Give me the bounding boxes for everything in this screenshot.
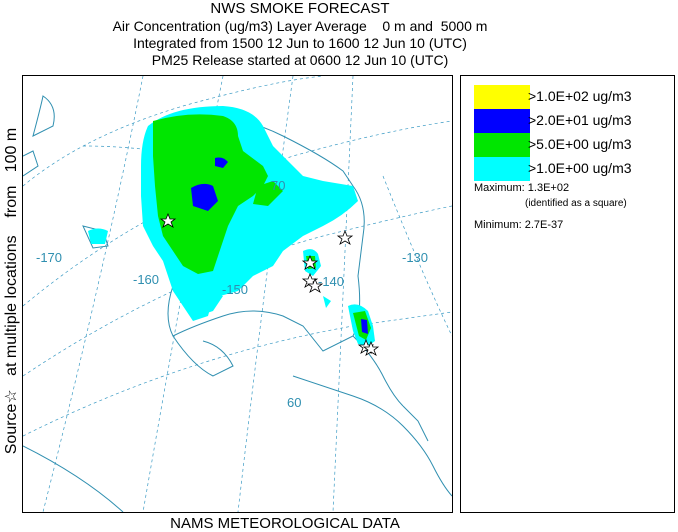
- source-marker: [301, 254, 319, 270]
- subtitle-concentration: Air Concentration (ug/m3) Layer Average …: [112, 18, 488, 34]
- lon-label-130: -130: [402, 250, 428, 265]
- lat-label-70: 70: [271, 178, 285, 193]
- footer-label: NAMS METEOROLOGICAL DATA: [170, 515, 400, 532]
- source-marker: [159, 212, 177, 228]
- source-marker: [336, 229, 354, 245]
- legend-label-4: >1.0E+00 ug/m3: [528, 160, 632, 176]
- legend-maximum: Maximum: 1.3E+02: [474, 182, 570, 194]
- legend-label-2: >2.0E+01 ug/m3: [528, 112, 632, 128]
- legend-swatch-blue: [474, 109, 530, 133]
- coordinate-labels: -170 -160 -150 -140 -130 70 60: [36, 178, 428, 410]
- lon-label-160: -160: [133, 272, 159, 287]
- subtitle-integration: Integrated from 1500 12 Jun to 1600 12 J…: [133, 35, 467, 51]
- legend-swatch-green: [474, 133, 530, 157]
- lon-label-170: -170: [36, 250, 62, 265]
- legend-label-3: >5.0E+00 ug/m3: [528, 136, 632, 152]
- legend-minimum: Minimum: 2.7E-37: [474, 219, 564, 231]
- legend-swatch-yellow: [474, 85, 530, 109]
- map-panel: -170 -160 -150 -140 -130 70 60: [22, 75, 453, 513]
- lon-label-140: -140: [318, 274, 344, 289]
- map-canvas: -170 -160 -150 -140 -130 70 60: [23, 76, 452, 512]
- source-markers: [159, 212, 380, 356]
- subtitle-release: PM25 Release started at 0600 12 Jun 10 (…: [151, 52, 449, 68]
- lon-label-150: -150: [222, 282, 248, 297]
- legend-swatch-cyan: [474, 157, 530, 181]
- legend-label-1: >1.0E+02 ug/m3: [528, 88, 632, 104]
- map-title: NWS SMOKE FORECAST: [210, 0, 390, 17]
- legend-panel: >1.0E+02 ug/m3 >2.0E+01 ug/m3 >5.0E+00 u…: [460, 75, 675, 513]
- source-marker: [306, 277, 324, 293]
- smoke-plume-main: [88, 106, 358, 321]
- lat-label-60: 60: [287, 395, 301, 410]
- source-marker: [362, 340, 380, 356]
- source-side-label: Source☆ at multiple locations from 100 m: [3, 127, 20, 455]
- legend-maximum-note: (identified as a square): [525, 198, 627, 209]
